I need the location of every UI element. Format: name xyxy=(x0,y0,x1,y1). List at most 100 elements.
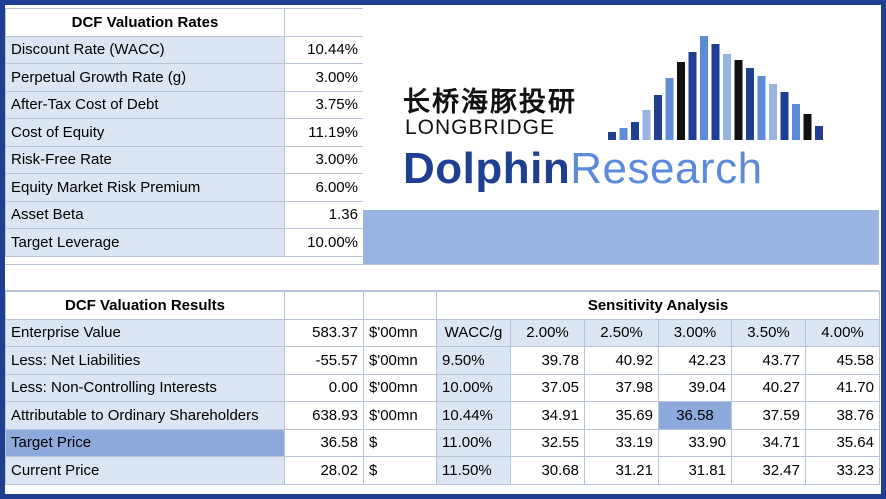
result-value: 0.00 xyxy=(284,373,364,402)
dcf-results-table: DCF Valuation Results Enterprise Value 5… xyxy=(5,291,437,485)
sensitivity-title-row: Sensitivity Analysis xyxy=(436,291,880,320)
wacc-label: 11.50% xyxy=(436,456,511,485)
sensitivity-cell: 45.58 xyxy=(805,346,880,375)
sensitivity-cell: 34.71 xyxy=(731,428,806,457)
logo-bar xyxy=(780,92,789,140)
rates-row: Target Leverage 10.00% xyxy=(5,228,364,257)
results-row: Current Price 28.02 $ xyxy=(5,456,437,485)
results-row: Target Price 36.58 $ xyxy=(5,428,437,457)
g-header: 3.50% xyxy=(731,318,806,347)
sensitivity-cell: 30.68 xyxy=(510,456,585,485)
result-unit: $'00mn xyxy=(363,401,437,430)
results-header-blank xyxy=(363,291,437,320)
brand-dolphin: Dolphin xyxy=(403,144,571,193)
rate-value: 3.75% xyxy=(284,90,364,119)
rate-label: Perpetual Growth Rate (g) xyxy=(5,63,285,92)
rates-title: DCF Valuation Rates xyxy=(5,8,285,37)
g-header: 2.00% xyxy=(510,318,585,347)
logo-bar xyxy=(769,84,777,140)
brand-longbridge: LONGBRIDGE xyxy=(405,116,556,139)
sensitivity-row: 10.00% 37.05 37.98 39.04 40.27 41.70 xyxy=(436,373,880,402)
sensitivity-cell: 35.69 xyxy=(584,401,659,430)
rate-value: 10.00% xyxy=(284,228,364,257)
logo-bar xyxy=(642,110,651,140)
sensitivity-cell: 33.19 xyxy=(584,428,659,457)
rates-row: Perpetual Growth Rate (g) 3.00% xyxy=(5,63,364,92)
results-title: DCF Valuation Results xyxy=(5,291,285,320)
rate-label: Equity Market Risk Premium xyxy=(5,173,285,202)
sensitivity-cell: 39.04 xyxy=(658,373,732,402)
dcf-rates-table: DCF Valuation Rates Discount Rate (WACC)… xyxy=(5,8,364,257)
sensitivity-cell: 32.55 xyxy=(510,428,585,457)
sensitivity-header-row: WACC/g 2.00% 2.50% 3.00% 3.50% 4.00% xyxy=(436,318,880,347)
sensitivity-cell: 39.78 xyxy=(510,346,585,375)
rate-value: 6.00% xyxy=(284,173,364,202)
result-value: 583.37 xyxy=(284,318,364,347)
result-value: -55.57 xyxy=(284,346,364,375)
rate-label: After-Tax Cost of Debt xyxy=(5,90,285,119)
g-header: 4.00% xyxy=(805,318,880,347)
blue-band xyxy=(363,210,879,264)
sensitivity-cell: 40.92 xyxy=(584,346,659,375)
wacc-label: 10.44% xyxy=(436,401,511,430)
rate-value: 3.00% xyxy=(284,145,364,174)
sensitivity-corner: WACC/g xyxy=(436,318,511,347)
result-label: Less: Non-Controlling Interests xyxy=(5,373,285,402)
logo-bar xyxy=(700,36,708,140)
rates-row: Asset Beta 1.36 xyxy=(5,200,364,229)
result-label: Less: Net Liabilities xyxy=(5,346,285,375)
result-value: 36.58 xyxy=(284,428,364,457)
sensitivity-title: Sensitivity Analysis xyxy=(436,291,880,320)
result-unit: $'00mn xyxy=(363,373,437,402)
rate-value: 1.36 xyxy=(284,200,364,229)
sensitivity-cell: 37.59 xyxy=(731,401,806,430)
brand-dolphin-research: DolphinResearch xyxy=(403,144,763,194)
sensitivity-cell: 34.91 xyxy=(510,401,585,430)
bar-chart-logo-icon xyxy=(608,36,823,140)
rates-row: Risk-Free Rate 3.00% xyxy=(5,145,364,174)
logo-bar xyxy=(654,95,662,140)
sensitivity-cell: 37.98 xyxy=(584,373,659,402)
result-label: Current Price xyxy=(5,456,285,485)
rates-row: Equity Market Risk Premium 6.00% xyxy=(5,173,364,202)
rate-label: Discount Rate (WACC) xyxy=(5,35,285,64)
result-label: Target Price xyxy=(5,428,285,457)
rate-label: Asset Beta xyxy=(5,200,285,229)
result-unit: $ xyxy=(363,456,437,485)
logo-bar xyxy=(608,132,616,140)
rate-label: Target Leverage xyxy=(5,228,285,257)
logo-panel: 长桥海豚投研 LONGBRIDGE DolphinResearch xyxy=(363,8,879,210)
logo-bar xyxy=(677,62,685,140)
logo-bar xyxy=(757,76,766,140)
sensitivity-cell: 33.23 xyxy=(805,456,880,485)
brand-chinese-name: 长桥海豚投研 xyxy=(403,87,577,117)
result-label: Enterprise Value xyxy=(5,318,285,347)
logo-bar xyxy=(711,44,720,140)
g-header: 3.00% xyxy=(658,318,732,347)
rate-value: 3.00% xyxy=(284,63,364,92)
rates-header-row: DCF Valuation Rates xyxy=(5,8,364,37)
logo-bar xyxy=(665,78,674,140)
spacer-row xyxy=(5,264,879,291)
logo-bar xyxy=(803,114,812,140)
brand-research: Research xyxy=(570,144,763,193)
rates-row: Cost of Equity 11.19% xyxy=(5,118,364,147)
result-value: 638.93 xyxy=(284,401,364,430)
results-header-blank xyxy=(284,291,364,320)
result-value: 28.02 xyxy=(284,456,364,485)
rate-label: Risk-Free Rate xyxy=(5,145,285,174)
sensitivity-cell: 35.64 xyxy=(805,428,880,457)
rate-label: Cost of Equity xyxy=(5,118,285,147)
logo-bar xyxy=(792,104,800,140)
results-row: Less: Non-Controlling Interests 0.00 $'0… xyxy=(5,373,437,402)
wacc-label: 9.50% xyxy=(436,346,511,375)
sensitivity-cell: 33.90 xyxy=(658,428,732,457)
rates-row: Discount Rate (WACC) 10.44% xyxy=(5,35,364,64)
sensitivity-cell: 40.27 xyxy=(731,373,806,402)
wacc-label: 11.00% xyxy=(436,428,511,457)
sensitivity-table: Sensitivity Analysis WACC/g 2.00% 2.50% … xyxy=(436,291,880,485)
rate-value: 10.44% xyxy=(284,35,364,64)
result-unit: $'00mn xyxy=(363,318,437,347)
logo-bar xyxy=(723,54,731,140)
